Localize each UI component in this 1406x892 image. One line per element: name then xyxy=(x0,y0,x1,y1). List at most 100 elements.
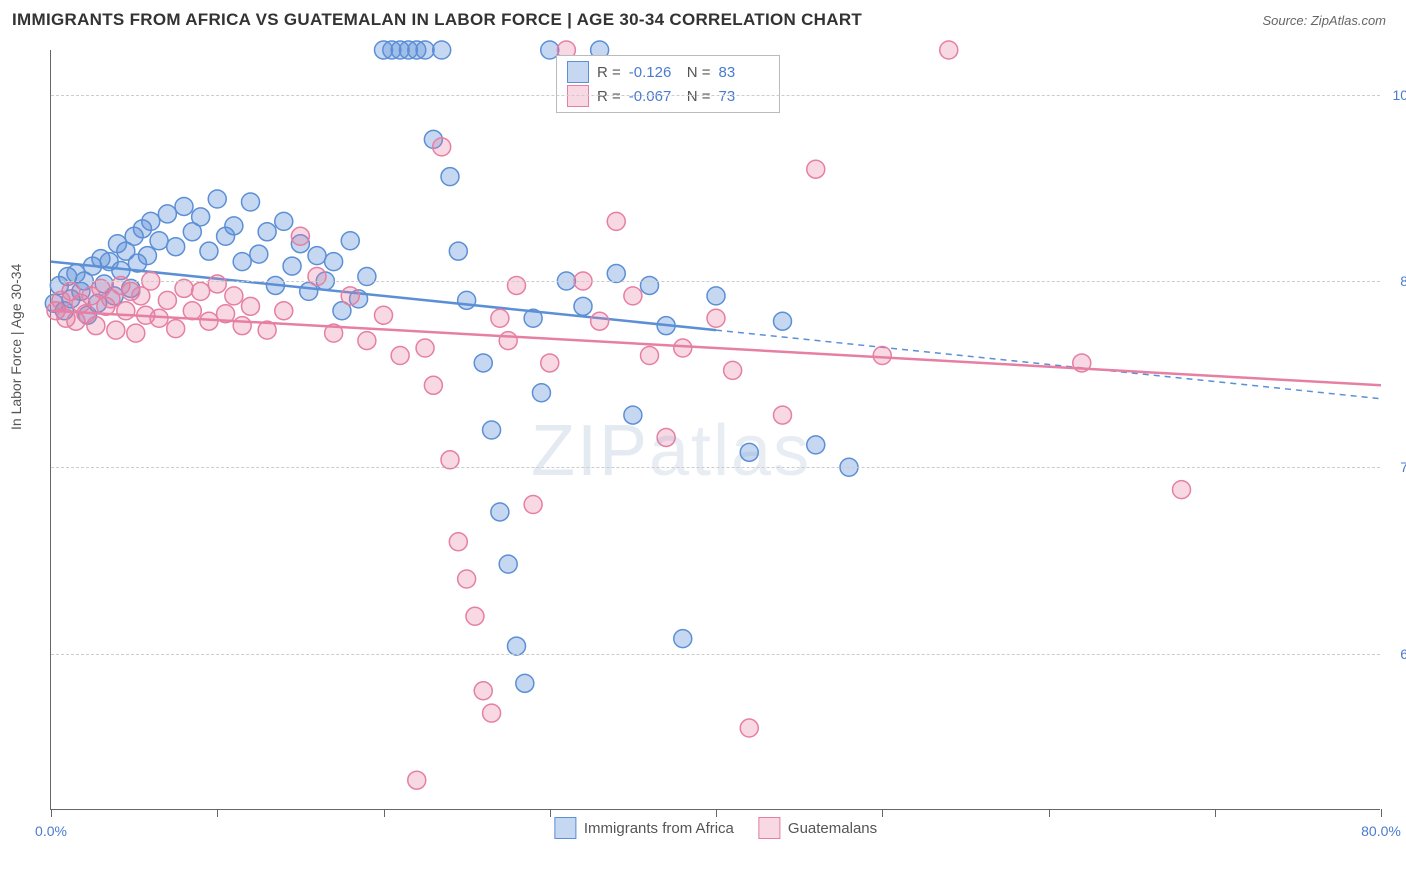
chart-source: Source: ZipAtlas.com xyxy=(1262,13,1386,28)
x-tick xyxy=(1215,809,1216,817)
scatter-point xyxy=(325,253,343,271)
scatter-point xyxy=(192,208,210,226)
scatter-point xyxy=(225,287,243,305)
scatter-point xyxy=(192,282,210,300)
scatter-point xyxy=(200,242,218,260)
scatter-point xyxy=(275,302,293,320)
scatter-point xyxy=(275,212,293,230)
scatter-point xyxy=(283,257,301,275)
x-tick xyxy=(217,809,218,817)
gridline-h xyxy=(51,467,1380,468)
scatter-point xyxy=(524,496,542,514)
scatter-point xyxy=(774,312,792,330)
scatter-point xyxy=(707,287,725,305)
scatter-point xyxy=(242,193,260,211)
scatter-point xyxy=(142,212,160,230)
scatter-point xyxy=(250,245,268,263)
stat-r-label: R = xyxy=(597,64,621,81)
stat-r-label: R = xyxy=(597,88,621,105)
stats-row: R =-0.067N =73 xyxy=(567,84,769,108)
scatter-point xyxy=(416,41,434,59)
scatter-point xyxy=(167,238,185,256)
scatter-point xyxy=(158,205,176,223)
scatter-point xyxy=(607,265,625,283)
scatter-point xyxy=(474,354,492,372)
x-tick xyxy=(384,809,385,817)
scatter-point xyxy=(491,309,509,327)
scatter-point xyxy=(657,428,675,446)
chart-title: IMMIGRANTS FROM AFRICA VS GUATEMALAN IN … xyxy=(12,10,862,30)
scatter-point xyxy=(208,275,226,293)
scatter-point xyxy=(107,321,125,339)
x-tick-label: 0.0% xyxy=(35,823,67,839)
gridline-h xyxy=(51,654,1380,655)
legend-label: Immigrants from Africa xyxy=(584,820,734,837)
scatter-point xyxy=(499,555,517,573)
scatter-point xyxy=(441,168,459,186)
stats-legend-box: R = -0.126 N = 83 R =-0.067N =73 xyxy=(556,55,780,113)
scatter-point xyxy=(591,312,609,330)
scatter-point xyxy=(873,346,891,364)
scatter-point xyxy=(532,384,550,402)
y-tick-label: 87.5% xyxy=(1385,273,1406,289)
scatter-point xyxy=(707,309,725,327)
scatter-point xyxy=(641,276,659,294)
stat-n-value: 83 xyxy=(719,64,769,81)
scatter-point xyxy=(183,302,201,320)
scatter-point xyxy=(449,242,467,260)
legend-item: Immigrants from Africa xyxy=(554,817,734,839)
scatter-point xyxy=(87,317,105,335)
x-tick xyxy=(1381,809,1382,817)
y-tick-label: 75.0% xyxy=(1385,459,1406,475)
scatter-point xyxy=(341,232,359,250)
legend-swatch xyxy=(567,61,589,83)
scatter-point xyxy=(641,346,659,364)
scatter-point xyxy=(138,247,156,265)
scatter-point xyxy=(807,160,825,178)
scatter-point xyxy=(674,630,692,648)
scatter-point xyxy=(541,354,559,372)
trend-line-dashed xyxy=(716,330,1381,399)
scatter-point xyxy=(358,332,376,350)
scatter-point xyxy=(574,297,592,315)
x-tick xyxy=(1049,809,1050,817)
scatter-point xyxy=(508,276,526,294)
scatter-point xyxy=(233,317,251,335)
scatter-point xyxy=(233,253,251,271)
scatter-point xyxy=(291,227,309,245)
y-axis-label: In Labor Force | Age 30-34 xyxy=(8,264,24,430)
scatter-point xyxy=(774,406,792,424)
x-tick xyxy=(550,809,551,817)
x-tick xyxy=(882,809,883,817)
stat-n-label: N = xyxy=(687,64,711,81)
scatter-point xyxy=(358,268,376,286)
x-tick xyxy=(716,809,717,817)
scatter-point xyxy=(175,279,193,297)
scatter-point xyxy=(466,607,484,625)
y-tick-label: 100.0% xyxy=(1385,87,1406,103)
scatter-point xyxy=(740,443,758,461)
legend-swatch xyxy=(567,85,589,107)
scatter-point xyxy=(724,361,742,379)
scatter-point xyxy=(167,320,185,338)
scatter-point xyxy=(308,268,326,286)
chart-header: IMMIGRANTS FROM AFRICA VS GUATEMALAN IN … xyxy=(0,0,1406,40)
y-tick-label: 62.5% xyxy=(1385,646,1406,662)
scatter-point xyxy=(258,223,276,241)
scatter-point xyxy=(624,287,642,305)
scatter-point xyxy=(408,771,426,789)
scatter-point xyxy=(433,138,451,156)
stat-r-value: -0.126 xyxy=(629,64,679,81)
scatter-point xyxy=(807,436,825,454)
bottom-legend: Immigrants from Africa Guatemalans xyxy=(554,817,877,839)
scatter-point xyxy=(474,682,492,700)
scatter-point xyxy=(225,217,243,235)
chart-plot-area: ZIPatlas R =-0.126N =83R =-0.067N =73 Im… xyxy=(50,50,1380,810)
scatter-point xyxy=(391,346,409,364)
scatter-point xyxy=(441,451,459,469)
legend-item: Guatemalans xyxy=(758,817,877,839)
scatter-point xyxy=(150,232,168,250)
legend-swatch xyxy=(758,817,780,839)
scatter-point xyxy=(740,719,758,737)
stat-n-value: 73 xyxy=(719,88,769,105)
